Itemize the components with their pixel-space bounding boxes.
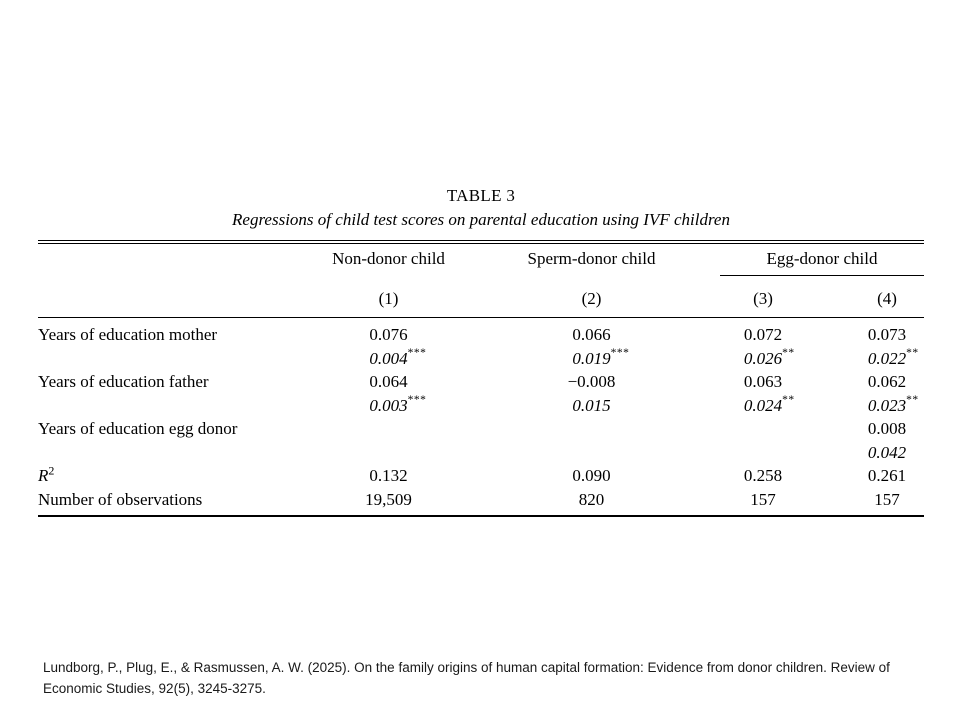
column-number-2: (2) [581, 289, 602, 308]
table-row-egg-donor-se: 0.042 [38, 441, 924, 465]
group-header-non-donor: Non-donor child [332, 249, 445, 268]
r-exponent: 2 [48, 463, 55, 478]
row-label: Years of education egg donor [38, 419, 238, 438]
se-cell: 0.015 [507, 394, 676, 418]
se-cell: 0.026 ** [676, 347, 850, 371]
se-pair: 0.023 ** [867, 394, 918, 418]
se-cell [676, 441, 850, 465]
significance-stars: ** [782, 346, 795, 359]
stat-cell: 0.132 [369, 466, 408, 485]
se-pair: 0.004 *** [369, 347, 426, 371]
group-header-sperm-donor: Sperm-donor child [527, 249, 656, 268]
row-label-empty [38, 394, 270, 418]
significance-stars: ** [782, 393, 795, 406]
coef-cell: 0.066 [572, 325, 611, 344]
se-value: 0.024 [743, 395, 783, 415]
se-value: 0.023 [867, 395, 907, 415]
se-cell: 0.023 ** [850, 394, 924, 418]
stat-cell: 0.090 [572, 466, 611, 485]
se-pair: 0.042 [868, 441, 906, 465]
row-label: Years of education father [38, 372, 209, 391]
coef-cell: 0.076 [369, 325, 408, 344]
row-label: Number of observations [38, 489, 203, 509]
se-pair: 0.022 ** [867, 347, 918, 371]
group-header-egg-donor: Egg-donor child [720, 249, 924, 276]
table-row-r-squared: R2 0.132 0.090 0.258 0.261 [38, 464, 924, 488]
stat-cell: 0.261 [867, 466, 907, 485]
significance-stars: *** [407, 393, 427, 406]
bottom-rule [38, 515, 924, 517]
row-label: Years of education mother [38, 325, 218, 344]
significance-stars: *** [610, 346, 630, 359]
citation: Lundborg, P., Plug, E., & Rasmussen, A. … [43, 657, 923, 699]
citation-line-2: Economic Studies, 92(5), 3245-3275. [43, 681, 266, 696]
se-cell: 0.003 *** [270, 394, 507, 418]
header-body-rule [38, 317, 924, 318]
column-number-4: (4) [877, 289, 897, 308]
se-cell: 0.042 [850, 441, 924, 465]
table-row-mother-se: 0.004 *** 0.019 *** 0.026 ** 0.022 ** [38, 347, 924, 371]
stat-cell: 157 [874, 489, 900, 509]
table-row-mother-coef: Years of education mother 0.076 0.066 0.… [38, 323, 924, 347]
se-pair: 0.019 *** [572, 347, 629, 371]
regression-table: TABLE 3 Regressions of child test scores… [38, 185, 924, 517]
coef-cell: 0.072 [743, 325, 783, 344]
citation-line-1: Lundborg, P., Plug, E., & Rasmussen, A. … [43, 660, 890, 675]
stat-cell: 157 [750, 489, 776, 509]
column-number-empty [38, 289, 270, 309]
se-value: 0.026 [743, 348, 783, 368]
significance-stars: ** [906, 346, 919, 359]
coef-cell [270, 417, 507, 441]
r-symbol: R [38, 466, 49, 485]
se-cell: 0.004 *** [270, 347, 507, 371]
se-value: 0.019 [572, 348, 611, 368]
row-label-empty [38, 441, 270, 465]
se-pair: 0.015 [572, 394, 610, 418]
stat-cell: 19,509 [365, 489, 412, 509]
table-row-father-se: 0.003 *** 0.015 0.024 ** 0.023 ** [38, 394, 924, 418]
se-value: 0.004 [369, 348, 408, 368]
se-value: 0.042 [867, 442, 907, 462]
se-value: 0.022 [867, 348, 907, 368]
table-title: TABLE 3 [446, 186, 516, 205]
stat-cell: 820 [578, 489, 605, 509]
se-pair: 0.026 ** [743, 347, 794, 371]
coef-cell [676, 417, 850, 441]
coef-cell: 0.063 [743, 372, 783, 391]
coef-cell: 0.064 [369, 372, 408, 391]
table-row-father-coef: Years of education father 0.064 −0.008 0… [38, 370, 924, 394]
table-subtitle: Regressions of child test scores on pare… [232, 210, 730, 229]
significance-stars: ** [906, 393, 919, 406]
se-value: 0.015 [572, 395, 611, 415]
column-number-3: (3) [753, 289, 773, 308]
table-row-observations: Number of observations 19,509 820 157 15… [38, 488, 924, 512]
group-header-row: Non-donor child Sperm-donor child Egg-do… [38, 244, 924, 276]
row-label-r-squared: R2 [38, 464, 270, 488]
se-pair: 0.024 ** [743, 394, 794, 418]
coef-cell: −0.008 [567, 372, 616, 391]
stat-cell: 0.258 [743, 466, 783, 485]
top-double-rule [38, 240, 924, 244]
se-cell: 0.019 *** [507, 347, 676, 371]
significance-stars: *** [407, 346, 427, 359]
row-label-empty [38, 347, 270, 371]
table-row-egg-donor-coef: Years of education egg donor 0.008 [38, 417, 924, 441]
se-cell [507, 441, 676, 465]
column-number-row: (1) (2) (3) (4) [38, 276, 924, 317]
coef-cell: 0.073 [867, 325, 907, 344]
column-number-1: (1) [378, 289, 399, 308]
coef-cell: 0.062 [867, 372, 907, 391]
table-body: Years of education mother 0.076 0.066 0.… [38, 318, 924, 515]
se-pair: 0.003 *** [369, 394, 426, 418]
group-header-empty [38, 249, 270, 276]
se-cell: 0.022 ** [850, 347, 924, 371]
se-value: 0.003 [369, 395, 408, 415]
se-cell: 0.024 ** [676, 394, 850, 418]
coef-cell: 0.008 [867, 419, 907, 438]
coef-cell [507, 417, 676, 441]
se-cell [270, 441, 507, 465]
